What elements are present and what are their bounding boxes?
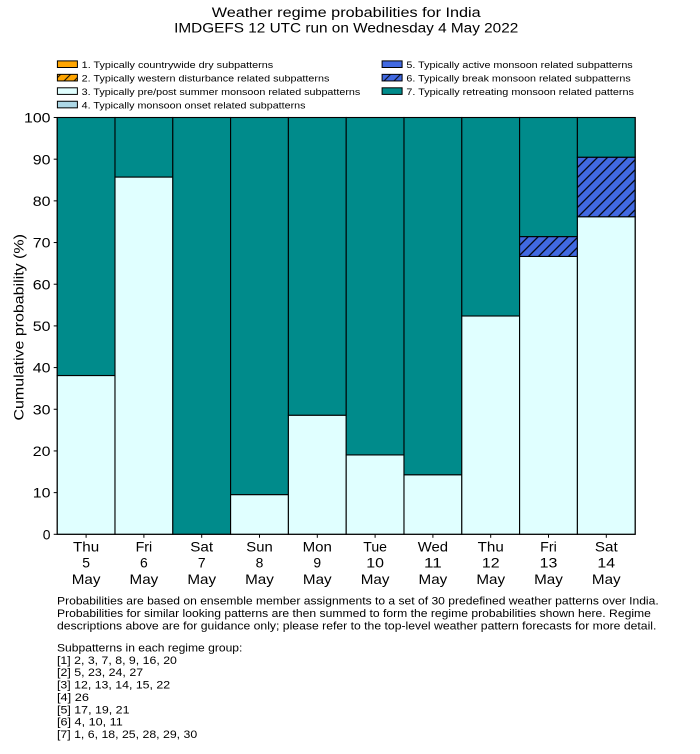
svg-text:3. Typically pre/post summer m: 3. Typically pre/post summer monsoon rel… xyxy=(82,86,361,97)
svg-text:10: 10 xyxy=(33,485,51,501)
svg-text:7. Typically retreating monsoo: 7. Typically retreating monsoon related … xyxy=(406,86,634,97)
svg-text:Tue: Tue xyxy=(363,538,387,554)
svg-text:0: 0 xyxy=(43,526,51,542)
svg-text:11: 11 xyxy=(424,555,442,571)
svg-text:90: 90 xyxy=(33,151,51,167)
svg-text:40: 40 xyxy=(33,360,51,376)
svg-text:Probabilities for similar look: Probabilities for similar looking patter… xyxy=(57,608,651,620)
svg-text:[6] 4, 10, 11: [6] 4, 10, 11 xyxy=(57,717,123,729)
svg-text:May: May xyxy=(187,571,216,587)
svg-text:Sun: Sun xyxy=(246,538,272,554)
svg-text:Weather regime probabilities f: Weather regime probabilities for India xyxy=(212,5,481,21)
svg-text:Fri: Fri xyxy=(540,538,557,554)
svg-text:May: May xyxy=(130,571,159,587)
svg-text:60: 60 xyxy=(33,276,51,292)
svg-text:Subpatterns in each regime gro: Subpatterns in each regime group: xyxy=(57,643,242,655)
svg-text:8: 8 xyxy=(256,555,264,571)
svg-text:7: 7 xyxy=(198,555,206,571)
svg-text:Fri: Fri xyxy=(136,538,153,554)
svg-text:May: May xyxy=(592,571,621,587)
svg-text:May: May xyxy=(476,571,505,587)
svg-text:12: 12 xyxy=(482,555,500,571)
svg-text:May: May xyxy=(361,571,390,587)
svg-text:May: May xyxy=(303,571,332,587)
svg-text:50: 50 xyxy=(33,318,51,334)
svg-text:Thu: Thu xyxy=(73,538,99,554)
svg-text:20: 20 xyxy=(33,443,51,459)
svg-text:[7] 1, 6, 18, 25, 28, 29, 30: [7] 1, 6, 18, 25, 28, 29, 30 xyxy=(57,729,197,741)
svg-text:descriptions above are for gui: descriptions above are for guidance only… xyxy=(57,621,656,633)
svg-text:[2] 5, 23, 24, 27: [2] 5, 23, 24, 27 xyxy=(57,667,143,679)
svg-text:Sat: Sat xyxy=(595,538,618,554)
svg-text:May: May xyxy=(534,571,563,587)
svg-text:6: 6 xyxy=(140,555,148,571)
svg-text:9: 9 xyxy=(313,555,321,571)
svg-text:1. Typically countrywide dry s: 1. Typically countrywide dry subpatterns xyxy=(82,59,274,70)
svg-text:May: May xyxy=(245,571,274,587)
svg-text:30: 30 xyxy=(33,401,51,417)
svg-text:May: May xyxy=(72,571,101,587)
svg-text:Thu: Thu xyxy=(478,538,504,554)
svg-text:70: 70 xyxy=(33,235,51,251)
svg-text:Sat: Sat xyxy=(190,538,213,554)
svg-text:[5] 17, 19, 21: [5] 17, 19, 21 xyxy=(57,704,130,716)
svg-text:13: 13 xyxy=(540,555,558,571)
svg-text:10: 10 xyxy=(366,555,384,571)
svg-text:May: May xyxy=(419,571,448,587)
svg-text:Probabilities are based on ens: Probabilities are based on ensemble memb… xyxy=(57,596,659,608)
svg-text:[1] 2, 3, 7, 8, 9, 16, 20: [1] 2, 3, 7, 8, 9, 16, 20 xyxy=(57,655,177,667)
svg-text:14: 14 xyxy=(597,555,615,571)
svg-text:2. Typically western disturban: 2. Typically western disturbance related… xyxy=(82,73,330,84)
svg-text:5. Typically active monsoon re: 5. Typically active monsoon related subp… xyxy=(406,59,633,70)
svg-text:Cumulative probability (%): Cumulative probability (%) xyxy=(10,234,26,420)
svg-text:IMDGEFS 12 UTC run on Wednesda: IMDGEFS 12 UTC run on Wednesday 4 May 20… xyxy=(174,20,518,36)
svg-text:[3] 12, 13, 14, 15, 22: [3] 12, 13, 14, 15, 22 xyxy=(57,680,170,692)
svg-text:[4] 26: [4] 26 xyxy=(57,692,89,704)
svg-text:80: 80 xyxy=(33,193,51,209)
svg-text:4. Typically monsoon onset rel: 4. Typically monsoon onset related subpa… xyxy=(82,99,306,110)
svg-text:Wed: Wed xyxy=(418,538,448,554)
svg-text:6. Typically break monsoon rel: 6. Typically break monsoon related subpa… xyxy=(406,73,631,84)
svg-text:Mon: Mon xyxy=(303,538,332,554)
svg-text:5: 5 xyxy=(82,555,90,571)
svg-text:100: 100 xyxy=(24,110,51,126)
